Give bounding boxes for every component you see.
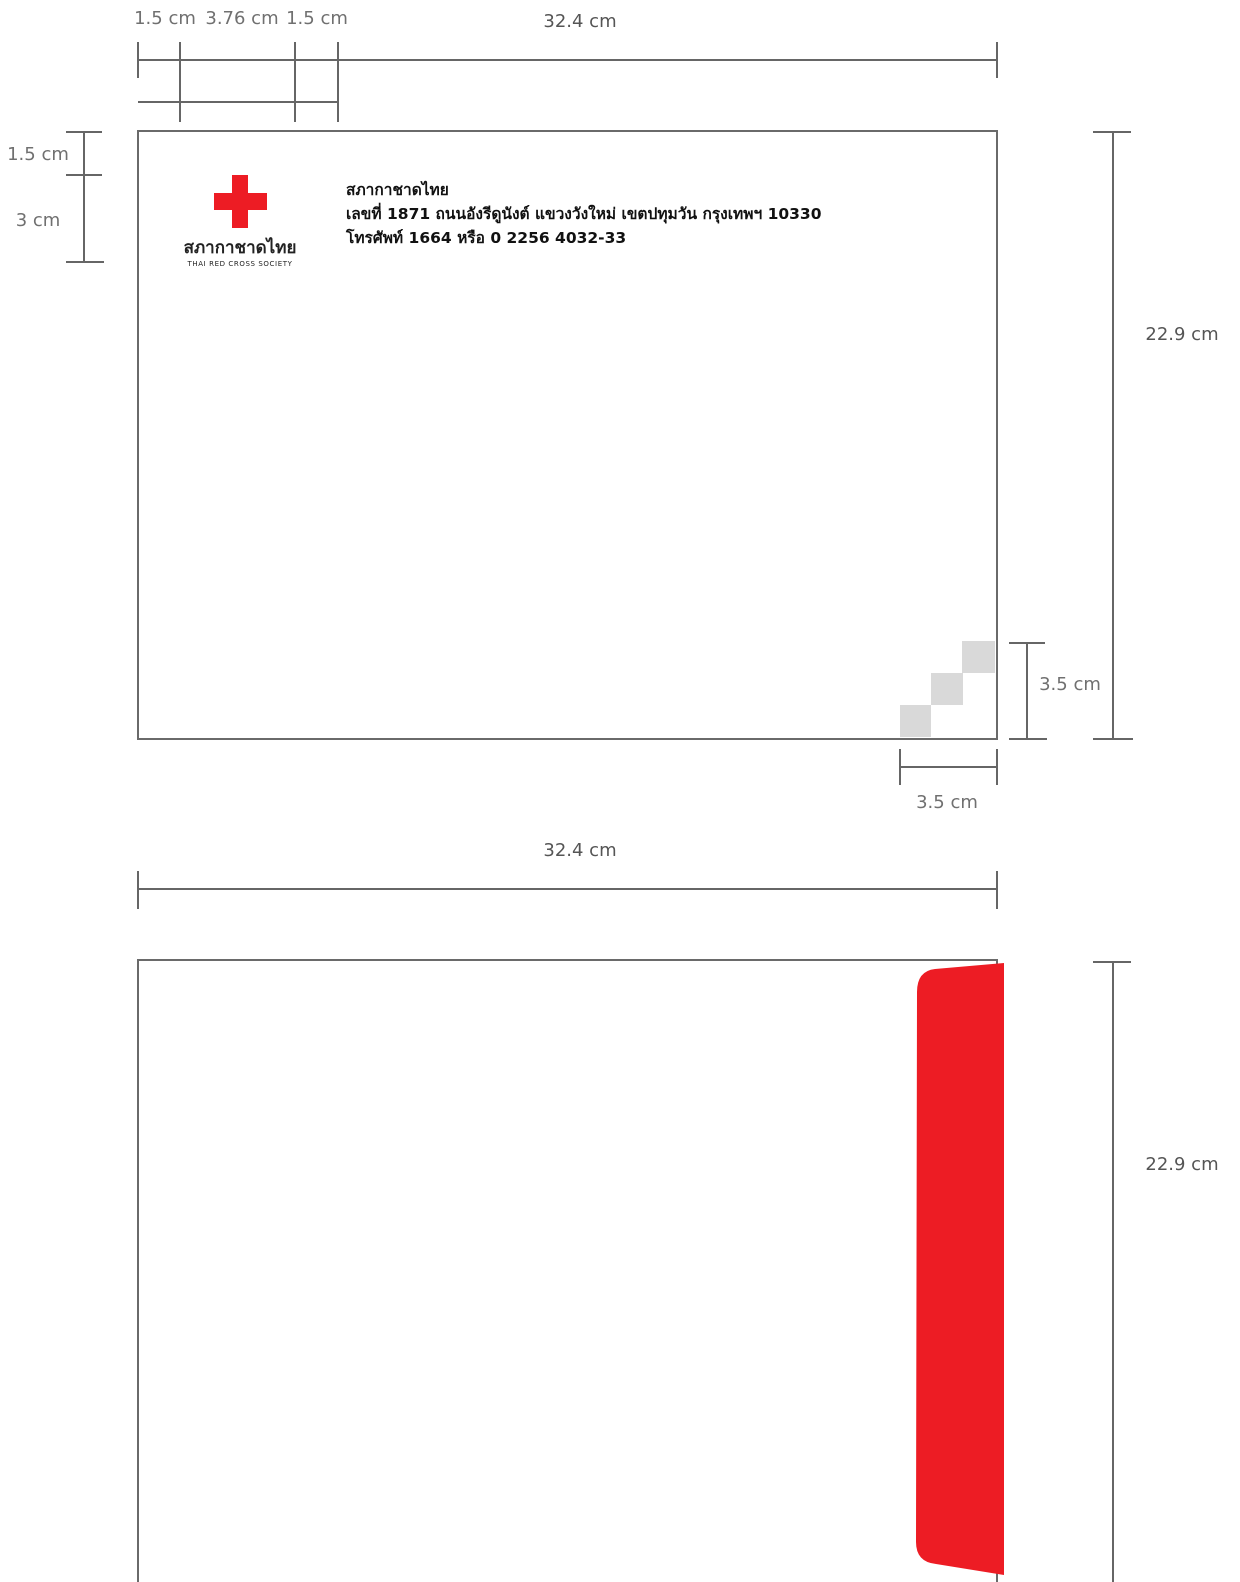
front-left-dimensions: 1.5 cm 3 cm (7, 131, 104, 263)
address-line-2: เลขที่ 1871 ถนนอังรีดูนังต์ แขวงวังใหม่ … (346, 202, 822, 225)
back-height-dimension: 22.9 cm (1093, 961, 1219, 1582)
left-margin-label: 1.5 cm (134, 8, 196, 29)
sender-address: สภากาชาดไทย เลขที่ 1871 ถนนอังรีดูนังต์ … (345, 180, 822, 247)
back-envelope (137, 959, 998, 1582)
front-height-dimension: 22.9 cm (1093, 131, 1219, 740)
address-line-3: โทรศัพท์ 1664 หรือ 0 2256 4032-33 (345, 228, 626, 247)
back-height-label: 22.9 cm (1145, 1154, 1218, 1175)
back-width-dimension: 32.4 cm (137, 840, 998, 909)
logo-width-label: 3.76 cm (205, 8, 278, 29)
corner-width-label: 3.5 cm (916, 792, 978, 813)
red-flap (916, 963, 1004, 1575)
front-height-label: 22.9 cm (1145, 324, 1218, 345)
logo-height-label: 3 cm (16, 210, 61, 231)
front-envelope (137, 130, 998, 740)
top-margin-label: 1.5 cm (7, 144, 69, 165)
front-margin-dimensions: 1.5 cm 3.76 cm 1.5 cm (134, 8, 348, 122)
corner-height-dimension: 3.5 cm (1009, 642, 1101, 740)
corner-width-dimension: 3.5 cm (899, 749, 998, 813)
address-line-1: สภากาชาดไทย (346, 180, 449, 199)
corner-height-label: 3.5 cm (1039, 674, 1101, 695)
front-width-dimension: 32.4 cm (137, 11, 998, 78)
thai-red-cross-logo: สภากาชาดไทย THAI RED CROSS SOCIETY (184, 175, 297, 268)
front-width-label: 32.4 cm (543, 11, 616, 32)
logo-gap-label: 1.5 cm (286, 8, 348, 29)
back-width-label: 32.4 cm (543, 840, 616, 861)
logo-name-en: THAI RED CROSS SOCIETY (187, 260, 293, 268)
corner-pattern (900, 641, 995, 737)
logo-name-th: สภากาชาดไทย (184, 237, 297, 258)
